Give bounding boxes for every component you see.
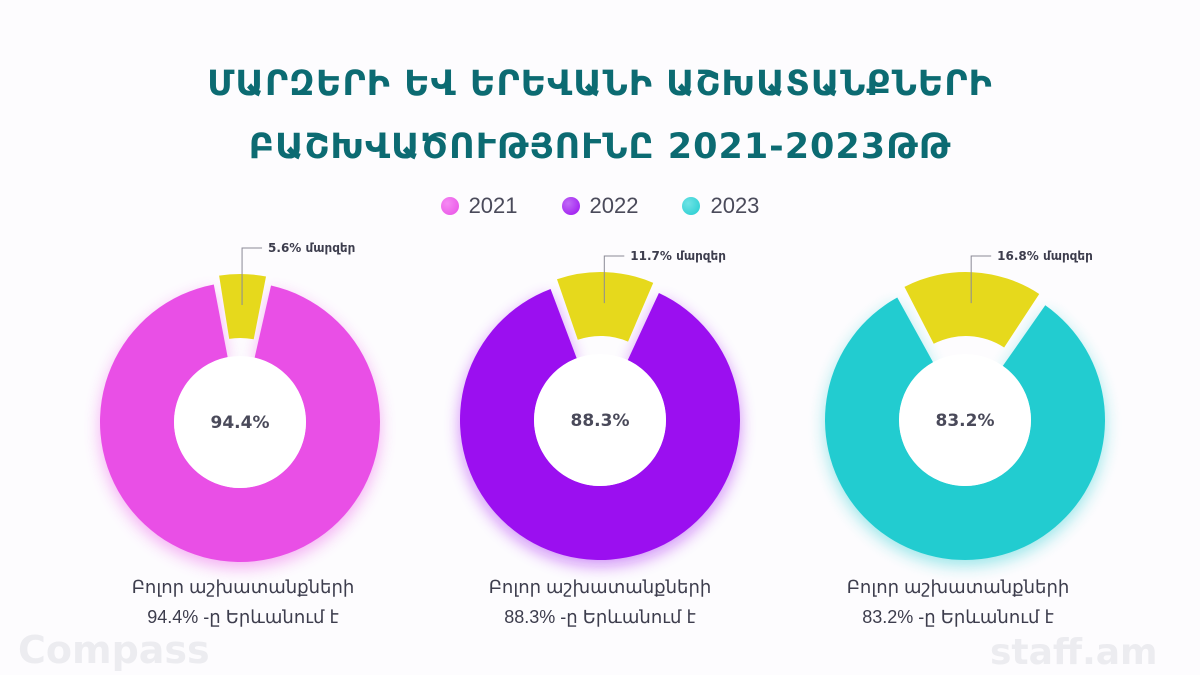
chart-title-line1: ՄԱՐԶԵՐԻ ԵՎ ԵՐԵՎԱՆԻ ԱՇԽԱՏԱՆՔՆԵՐԻ: [207, 64, 993, 104]
legend-item-2023: 2023: [682, 193, 759, 219]
legend-dot-2021: [440, 197, 459, 215]
legend-label-2023: 2023: [710, 193, 760, 218]
legend-label-2022: 2022: [589, 193, 639, 218]
legend-dot-2022: [561, 197, 580, 215]
donut-2023-center-label: 83.2%: [936, 411, 995, 431]
donut-2022-hole: [534, 354, 666, 486]
donut-2023-minor-slice: [904, 272, 1040, 348]
caption-2022-line2: 88.3% -ը Երևանում է: [504, 607, 696, 627]
donut-2022-callout-line: [603, 255, 625, 304]
donut-2023-callout-line: [970, 255, 992, 304]
caption-2022: Բոլոր աշխատանքների 88.3% -ը Երևանում է: [420, 572, 780, 632]
caption-2021-line1: Բոլոր աշխատանքների: [131, 577, 355, 597]
caption-2022-line1: Բոլոր աշխատանքների: [488, 577, 712, 597]
legend-label-2021: 2021: [468, 193, 518, 218]
donut-2021-minor-slice: [219, 274, 267, 340]
donut-2022-callout-label: 11.7% մարզեր: [630, 249, 726, 263]
caption-2021: Բոլոր աշխատանքների 94.4% -ը Երևանում է: [63, 572, 423, 632]
donut-2023-hole: [899, 354, 1031, 486]
donut-2021-callout-label: 5.6% մարզեր: [268, 241, 355, 255]
legend-dot-2023: [682, 197, 701, 215]
legend-item-2022: 2022: [561, 193, 639, 219]
legend: 2021 2022 2023: [0, 193, 1200, 219]
chart-title-line2: ԲԱՇԽՎԱԾՈՒԹՅՈՒՆԸ 2021-2023ԹԹ: [248, 127, 952, 167]
compass-logo: Compass: [18, 628, 210, 672]
donut-2022-center-label: 88.3%: [571, 411, 630, 431]
staff-am-logo: staff.am: [990, 632, 1158, 673]
caption-2023-line1: Բոլոր աշխատանքների: [846, 577, 1070, 597]
donut-2021-callout-line: [241, 247, 263, 306]
donut-2023-main-slice: [825, 297, 1105, 560]
legend-item-2021: 2021: [440, 193, 518, 219]
donut-2021-hole: [174, 356, 306, 488]
donut-2021-center-label: 94.4%: [211, 413, 270, 433]
caption-2023: Բոլոր աշխատանքների 83.2% -ը Երևանում է: [778, 572, 1138, 632]
donut-2022-minor-slice: [556, 272, 654, 342]
caption-2023-line2: 83.2% -ը Երևանում է: [862, 607, 1054, 627]
caption-2021-line2: 94.4% -ը Երևանում է: [147, 607, 339, 627]
donut-2023-callout-label: 16.8% մարզեր: [997, 249, 1093, 263]
donut-2022-main-slice: [459, 289, 740, 560]
donut-2021-main-slice: [99, 284, 380, 562]
